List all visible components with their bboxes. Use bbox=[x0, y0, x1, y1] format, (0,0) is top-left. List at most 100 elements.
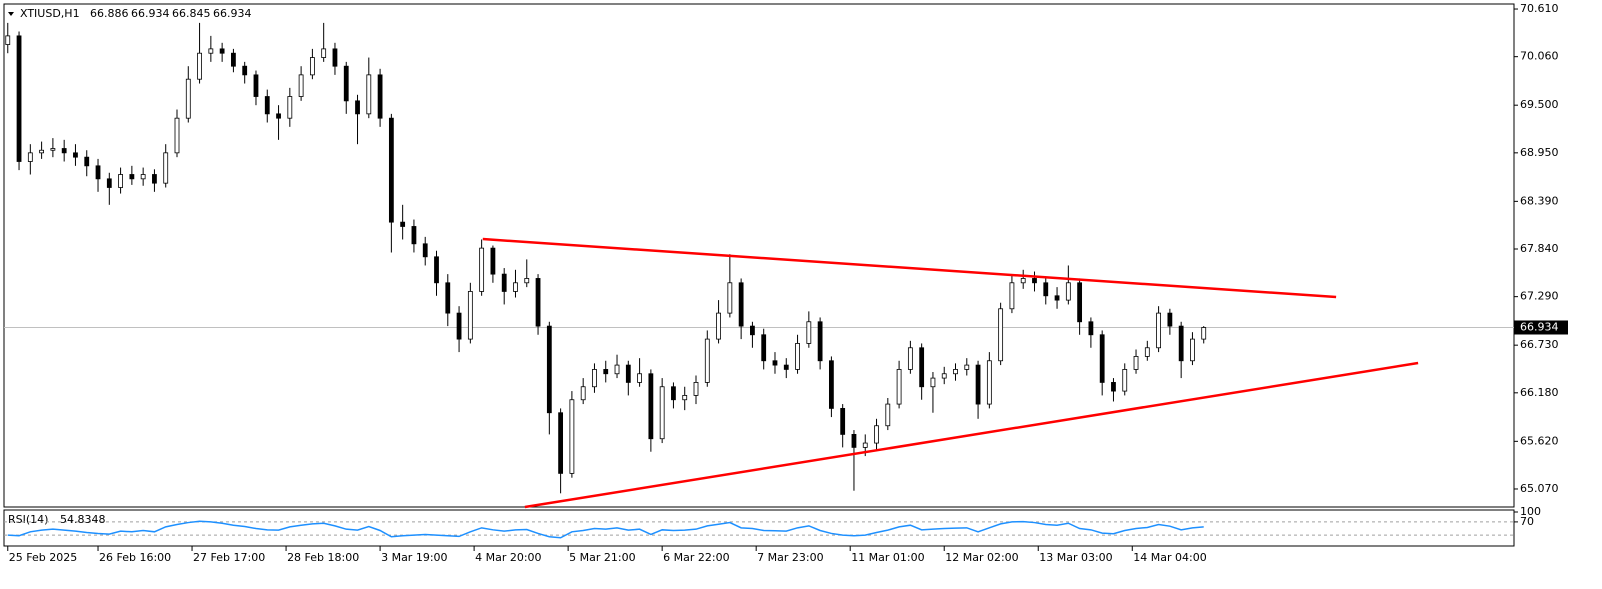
header-value: 66.934 bbox=[131, 7, 170, 20]
candle-body bbox=[400, 221, 406, 227]
candle-body bbox=[1099, 334, 1105, 383]
candle-body bbox=[975, 364, 981, 405]
candle-body bbox=[467, 291, 473, 340]
x-tick-label: 5 Mar 21:00 bbox=[569, 551, 635, 564]
candle-body bbox=[1065, 282, 1071, 301]
candle-body bbox=[434, 256, 439, 284]
candle-body bbox=[1144, 347, 1150, 357]
candle-body bbox=[795, 343, 800, 370]
candle-body bbox=[129, 174, 135, 180]
rsi-value: 54.8348 bbox=[60, 513, 106, 526]
candle-body bbox=[208, 48, 214, 54]
candle-body bbox=[479, 247, 485, 292]
y-tick-label: 69.500 bbox=[1520, 98, 1559, 111]
candle-body bbox=[95, 165, 101, 180]
candle-body bbox=[287, 96, 293, 119]
candle-body bbox=[355, 100, 360, 115]
y-tick-label: 67.840 bbox=[1520, 242, 1559, 255]
candle-body bbox=[411, 226, 417, 245]
candle-body bbox=[343, 65, 349, 102]
candle-body bbox=[1111, 382, 1116, 392]
candle-body bbox=[716, 312, 721, 340]
y-tick-label: 66.730 bbox=[1520, 338, 1559, 351]
candle-body bbox=[185, 78, 191, 119]
rsi-pane bbox=[3, 509, 1515, 547]
candle-body bbox=[637, 373, 642, 383]
current-price-tag bbox=[1514, 320, 1568, 335]
y-tick-label: 68.390 bbox=[1520, 194, 1559, 207]
candle-body bbox=[84, 156, 90, 167]
rsi-name: RSI(14) bbox=[8, 513, 48, 526]
candle-body bbox=[219, 48, 225, 54]
candle-body bbox=[1133, 356, 1139, 370]
candle-body bbox=[738, 282, 744, 327]
x-tick-label: 6 Mar 22:00 bbox=[663, 551, 729, 564]
trend-line bbox=[524, 361, 1419, 509]
candle-body bbox=[524, 278, 530, 284]
candle-body bbox=[5, 35, 11, 45]
y-tick-label: 67.290 bbox=[1520, 290, 1559, 303]
candle-body bbox=[761, 334, 767, 362]
candle-body bbox=[1178, 325, 1184, 362]
header-value: 66.886 bbox=[90, 7, 129, 20]
candle-body bbox=[659, 386, 665, 440]
candle-body bbox=[907, 347, 913, 370]
main-pane bbox=[3, 3, 1515, 508]
candle-body bbox=[806, 321, 812, 344]
candle-body bbox=[682, 395, 688, 401]
symbol: XTIUSD,H1 bbox=[20, 7, 80, 20]
candle-body bbox=[309, 57, 315, 76]
candle-body bbox=[671, 386, 676, 401]
candle-body bbox=[16, 35, 22, 162]
x-tick-label: 26 Feb 16:00 bbox=[99, 551, 171, 564]
x-tick-label: 11 Mar 01:00 bbox=[851, 551, 924, 564]
candle-body bbox=[50, 148, 56, 151]
candle-body bbox=[603, 369, 609, 375]
candle-body bbox=[580, 386, 586, 401]
candle-body bbox=[377, 74, 383, 119]
x-tick-label: 27 Feb 17:00 bbox=[193, 551, 265, 564]
candle-body bbox=[693, 382, 699, 396]
x-tick-label: 14 Mar 04:00 bbox=[1133, 551, 1206, 564]
candle-body bbox=[490, 247, 496, 275]
candle-body bbox=[321, 48, 327, 58]
candle-body bbox=[445, 282, 451, 314]
candle-body bbox=[896, 369, 902, 405]
candle-body bbox=[625, 364, 631, 383]
candle-body bbox=[772, 360, 778, 366]
y-tick-label: 65.620 bbox=[1520, 434, 1559, 447]
y-tick-label: 70.060 bbox=[1520, 50, 1559, 63]
candle-body bbox=[1077, 282, 1083, 323]
candle-body bbox=[941, 373, 947, 379]
candle-body bbox=[513, 282, 518, 292]
menu-arrow[interactable] bbox=[8, 12, 14, 16]
candle-body bbox=[592, 369, 597, 388]
x-tick-label: 28 Feb 18:00 bbox=[287, 551, 359, 564]
candle-body bbox=[1043, 282, 1049, 297]
candle-body bbox=[1054, 295, 1060, 301]
candle-body bbox=[862, 442, 868, 448]
candle-body bbox=[1156, 312, 1161, 349]
candle-body bbox=[648, 373, 654, 440]
candle-body bbox=[964, 364, 970, 370]
candle-body bbox=[535, 278, 541, 327]
current-price-label: 66.934 bbox=[1520, 320, 1559, 333]
candle-body bbox=[388, 117, 394, 223]
candle-body bbox=[614, 364, 620, 375]
candle-body bbox=[39, 149, 45, 154]
candle-body bbox=[1201, 327, 1207, 340]
candle-body bbox=[919, 347, 925, 388]
candle-body bbox=[197, 52, 202, 80]
candle-body bbox=[366, 74, 372, 115]
candle-body bbox=[231, 52, 236, 67]
candle-body bbox=[1088, 321, 1094, 336]
candle-body bbox=[332, 48, 338, 67]
candle-body bbox=[456, 312, 462, 340]
x-tick-label: 13 Mar 03:00 bbox=[1039, 551, 1112, 564]
trend-line bbox=[482, 237, 1337, 299]
candle-body bbox=[276, 113, 281, 119]
candle-body bbox=[998, 308, 1004, 362]
